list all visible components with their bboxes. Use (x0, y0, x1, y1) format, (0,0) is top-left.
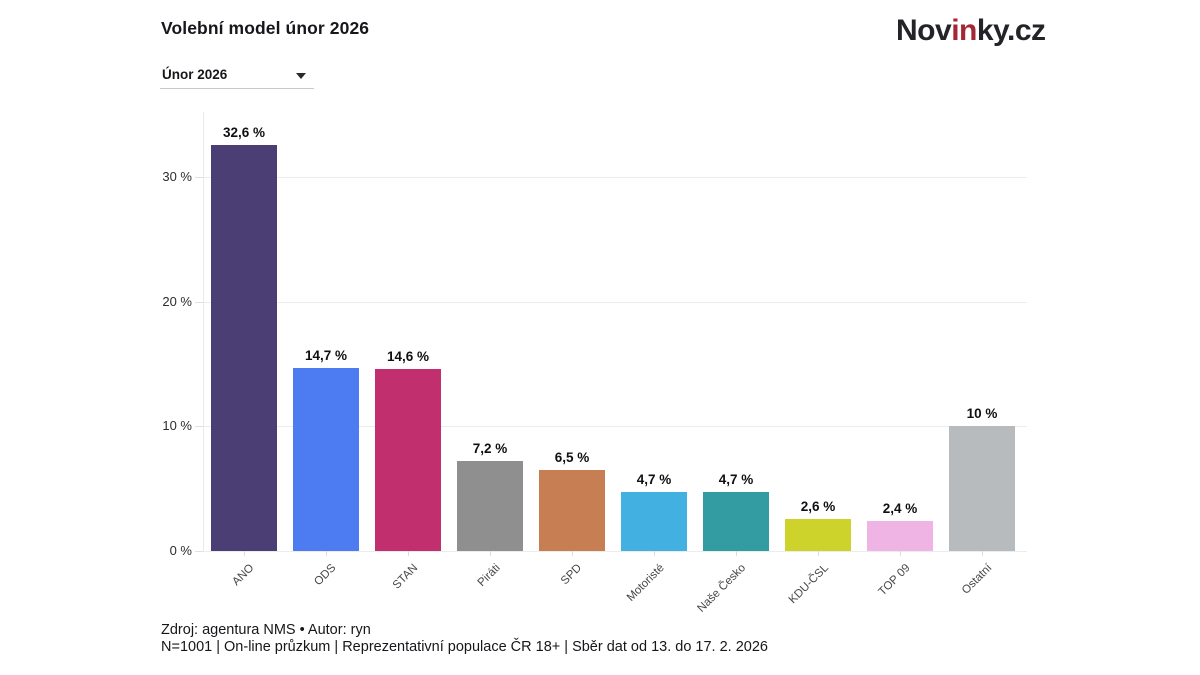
x-axis-tick (572, 551, 573, 556)
bar-value-label: 4,7 % (718, 472, 754, 488)
category-label: TOP 09 (876, 562, 913, 599)
bar[interactable] (293, 367, 359, 551)
gridline (203, 426, 1027, 428)
bar-value-label: 32,6 % (222, 124, 266, 140)
category-label: STAN (390, 562, 421, 592)
bar[interactable] (539, 469, 605, 551)
bar-value-label: 10 % (966, 406, 998, 422)
novinky-logo[interactable]: Novinky.cz (896, 14, 1046, 48)
bar[interactable] (375, 368, 441, 551)
x-axis-tick (900, 551, 901, 556)
page-title: Volební model únor 2026 (161, 18, 370, 38)
category-label: KDU-ČSL (786, 562, 831, 607)
chevron-down-icon (296, 73, 306, 79)
category-label: Motoristé (624, 562, 667, 604)
y-tick-label: 20 % (162, 293, 192, 309)
x-axis-tick (490, 551, 491, 556)
bar[interactable] (867, 521, 933, 551)
x-axis-tick (244, 551, 245, 556)
y-axis-tick (195, 177, 203, 179)
month-select-dropdown[interactable]: Únor 2026 (160, 62, 314, 89)
y-axis-tick (195, 301, 203, 303)
month-select-value: Únor 2026 (162, 67, 228, 82)
gridline (203, 301, 1027, 303)
x-axis-tick (818, 551, 819, 556)
y-axis-tick (195, 551, 203, 552)
gridline (203, 551, 1027, 552)
gridline (203, 177, 1027, 179)
category-label: ANO (230, 562, 257, 589)
category-label: Naše Česko (695, 562, 749, 615)
source-line: Zdroj: agentura NMS • Autor: ryn (161, 622, 371, 638)
bar[interactable] (703, 492, 769, 551)
y-tick-label: 10 % (162, 418, 192, 434)
category-label: SPD (559, 562, 585, 588)
bar-value-label: 7,2 % (472, 441, 508, 457)
logo-part-accent: in (951, 14, 977, 47)
bar-value-label: 2,4 % (882, 501, 918, 517)
chart-footer: Zdroj: agentura NMS • Autor: ryn N=1001 … (161, 622, 768, 655)
y-tick-label: 0 % (169, 543, 192, 558)
x-axis-tick (326, 551, 327, 556)
category-label: ODS (312, 562, 339, 589)
bar[interactable] (949, 426, 1015, 551)
bar-value-label: 4,7 % (636, 472, 672, 488)
bar[interactable] (457, 461, 523, 551)
bar[interactable] (211, 144, 277, 551)
category-label: Piráti (475, 562, 503, 590)
methodology-line: N=1001 | On-line průzkum | Reprezentativ… (161, 638, 768, 655)
y-tick-label: 30 % (162, 169, 192, 185)
bar[interactable] (621, 492, 687, 551)
bar-value-label: 14,7 % (304, 347, 348, 363)
x-axis-tick (982, 551, 983, 556)
x-axis-tick (736, 551, 737, 556)
logo-part-dark1: Nov (896, 14, 952, 47)
category-label: Ostatní (959, 562, 995, 597)
x-axis-tick (408, 551, 409, 556)
y-axis-tick (195, 426, 203, 428)
bar-value-label: 6,5 % (554, 449, 590, 465)
bar[interactable] (785, 518, 851, 551)
bar-value-label: 2,6 % (800, 498, 836, 514)
x-axis-tick (654, 551, 655, 556)
logo-part-dark2: ky.cz (976, 14, 1046, 47)
y-axis-line (203, 112, 204, 551)
bar-value-label: 14,6 % (386, 348, 430, 364)
